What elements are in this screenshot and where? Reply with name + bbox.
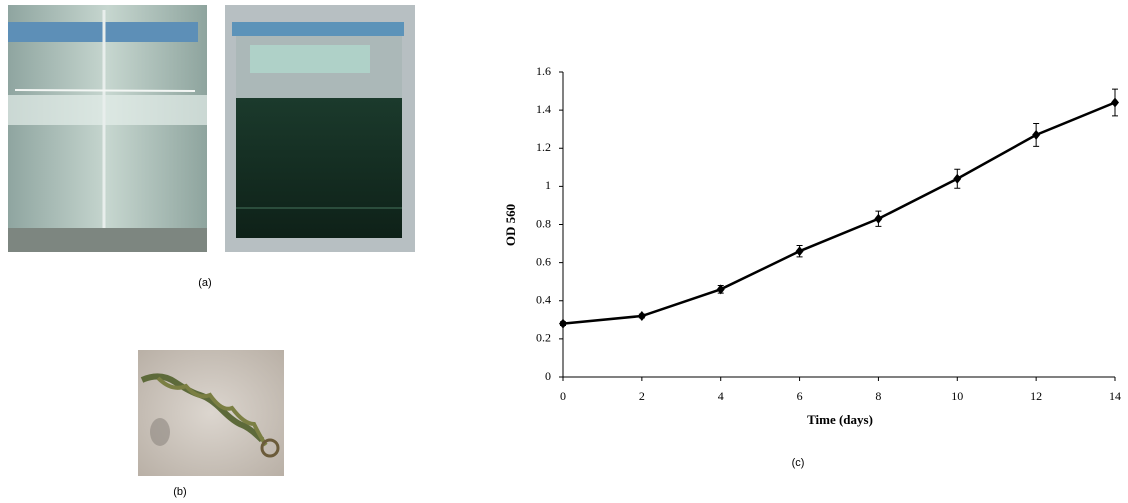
x-tick-label: 0: [560, 389, 566, 403]
y-tick-label: 0: [545, 369, 551, 383]
y-tick-label: 0.4: [536, 293, 551, 307]
caption-a: (a): [198, 277, 211, 289]
photo-culture-tank: [225, 5, 415, 252]
x-tick-label: 6: [797, 389, 803, 403]
y-axis-label: OD 560: [503, 204, 518, 246]
data-point: [637, 311, 646, 321]
data-point: [874, 213, 883, 224]
x-tick-label: 2: [639, 389, 645, 403]
data-point: [795, 246, 804, 257]
data-point: [1111, 97, 1119, 108]
data-point: [1032, 129, 1041, 140]
caption-b: (b): [173, 486, 186, 498]
x-tick-label: 4: [718, 389, 724, 403]
data-point: [716, 284, 725, 295]
x-tick-label: 12: [1030, 389, 1042, 403]
y-tick-label: 0.2: [536, 331, 551, 345]
y-tick-label: 1.2: [536, 140, 551, 154]
photo-micrograph: [138, 350, 284, 476]
data-line: [562, 101, 1116, 325]
y-tick-label: 1.4: [536, 102, 551, 116]
y-tick-label: 1: [545, 178, 551, 192]
data-point: [559, 318, 567, 329]
x-axis-label: Time (days): [807, 412, 873, 427]
photo-empty-tank: [8, 5, 207, 252]
y-tick-label: 0.8: [536, 216, 551, 230]
x-tick-label: 10: [951, 389, 963, 403]
data-point: [953, 173, 962, 184]
x-tick-label: 8: [875, 389, 881, 403]
x-tick-label: 14: [1109, 389, 1121, 403]
y-tick-label: 0.6: [536, 254, 551, 268]
caption-c: (c): [792, 457, 805, 469]
y-tick-label: 1.6: [536, 64, 551, 78]
